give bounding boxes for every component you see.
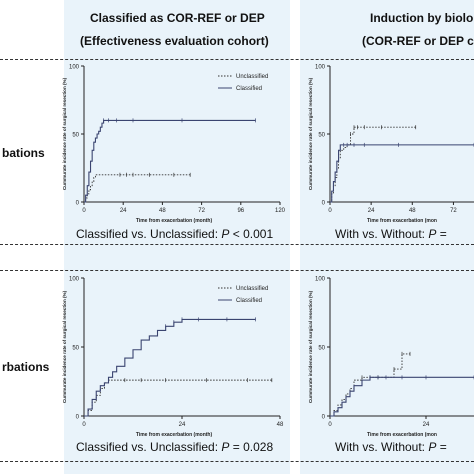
y-tick-label: 0 — [76, 201, 80, 207]
y-tick-label: 0 — [76, 415, 80, 421]
x-tick-label: 48 — [277, 422, 284, 428]
x-tick-label: 120 — [275, 208, 286, 214]
legend-label: Unclassified — [236, 74, 268, 80]
legend-label: Unclassified — [236, 286, 268, 292]
x-tick-label: 48 — [159, 208, 166, 214]
x-tick-label: 0 — [328, 208, 332, 214]
x-tick-label: 72 — [450, 208, 457, 214]
x-tick-label: 96 — [237, 208, 244, 214]
x-tick-label: 24 — [423, 422, 430, 428]
series-line-unclassified — [84, 174, 191, 203]
y-axis-label: Cummurate incidence rate of surgical res… — [62, 77, 67, 190]
comparison-bottom-right: With vs. Without: P = — [335, 440, 447, 454]
y-tick-label: 100 — [69, 277, 80, 283]
y-tick-label: 0 — [322, 201, 326, 207]
x-tick-label: 72 — [198, 208, 205, 214]
legend-label: Classified — [236, 298, 262, 304]
x-axis-label: Time from exacerbation (mon — [367, 432, 437, 438]
series-line-classified — [84, 318, 256, 417]
y-tick-label: 50 — [72, 133, 79, 139]
divider-lower — [0, 270, 474, 271]
comparison-top-right: With vs. Without: P = — [335, 227, 447, 241]
comparison-top-left: Classified vs. Unclassified: P < 0.001 — [76, 227, 274, 241]
y-tick-label: 50 — [318, 346, 325, 352]
x-tick-label: 24 — [120, 208, 127, 214]
y-tick-label: 100 — [315, 277, 326, 283]
x-tick-label: 0 — [82, 422, 86, 428]
x-tick-label: 0 — [82, 208, 86, 214]
x-axis-label: Time from exacerbation (month) — [136, 218, 213, 224]
y-tick-label: 50 — [318, 133, 325, 139]
x-tick-label: 0 — [328, 422, 332, 428]
left-header-line1: Classified as COR-REF or DEP — [90, 11, 265, 25]
left-panel-background — [64, 0, 290, 474]
y-tick-label: 50 — [72, 346, 79, 352]
x-axis-label: Time from exacerbation (mon — [367, 218, 437, 224]
legend-label: Classified — [236, 86, 262, 92]
right-header-line1: Induction by biolo — [370, 11, 474, 25]
divider-middle — [0, 244, 474, 245]
divider-bottom — [0, 461, 474, 462]
right-header-line2: (COR-REF or DEP c — [362, 34, 474, 48]
series-line-classified — [84, 119, 256, 203]
y-axis-label: Cummurate incidence rate of surgical res… — [62, 290, 67, 403]
y-tick-label: 100 — [315, 65, 326, 71]
x-tick-label: 24 — [179, 422, 186, 428]
series-line-series-1 — [330, 376, 474, 417]
x-tick-label: 24 — [368, 208, 375, 214]
row-label-2: rbations — [2, 360, 50, 374]
y-axis-label: Cummurate incidence rate of surgical res… — [308, 290, 313, 403]
x-tick-label: 48 — [409, 208, 416, 214]
y-tick-label: 0 — [322, 415, 326, 421]
y-tick-label: 100 — [69, 65, 80, 71]
y-axis-label: Cummurate incidence rate of surgical res… — [308, 77, 313, 190]
left-header-line2: (Effectiveness evaluation cohort) — [80, 34, 269, 48]
comparison-bottom-left: Classified vs. Unclassified: P = 0.028 — [76, 440, 274, 454]
x-axis-label: Time from exacerbation (month) — [136, 432, 213, 438]
right-panel-background — [300, 0, 474, 474]
divider-top — [0, 59, 474, 60]
row-label-1: bations — [2, 146, 45, 160]
